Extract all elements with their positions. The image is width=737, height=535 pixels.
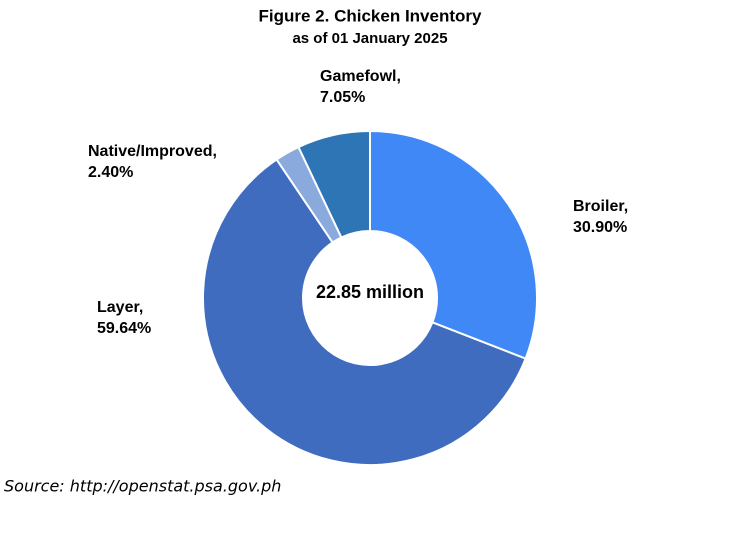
source: Source: http://openstat.psa.gov.ph (4, 477, 281, 496)
category-label: Native/Improved, (88, 143, 217, 160)
category-label: Gamefowl, (320, 68, 401, 85)
category-label: Broiler, (573, 198, 628, 215)
center-label: 22.85 million (316, 282, 424, 302)
category-label: Layer, (97, 299, 143, 316)
donut-slice (202, 158, 527, 466)
value-label: 2.40% (88, 164, 133, 181)
value-label: 59.64% (97, 320, 151, 337)
value-label: 30.90% (573, 219, 627, 236)
chart-title: Figure 2. Chicken Inventory (259, 6, 482, 25)
chart-subtitle: as of 01 January 2025 (292, 30, 447, 47)
value-label: 7.05% (320, 89, 365, 106)
donut-slice (369, 129, 538, 360)
